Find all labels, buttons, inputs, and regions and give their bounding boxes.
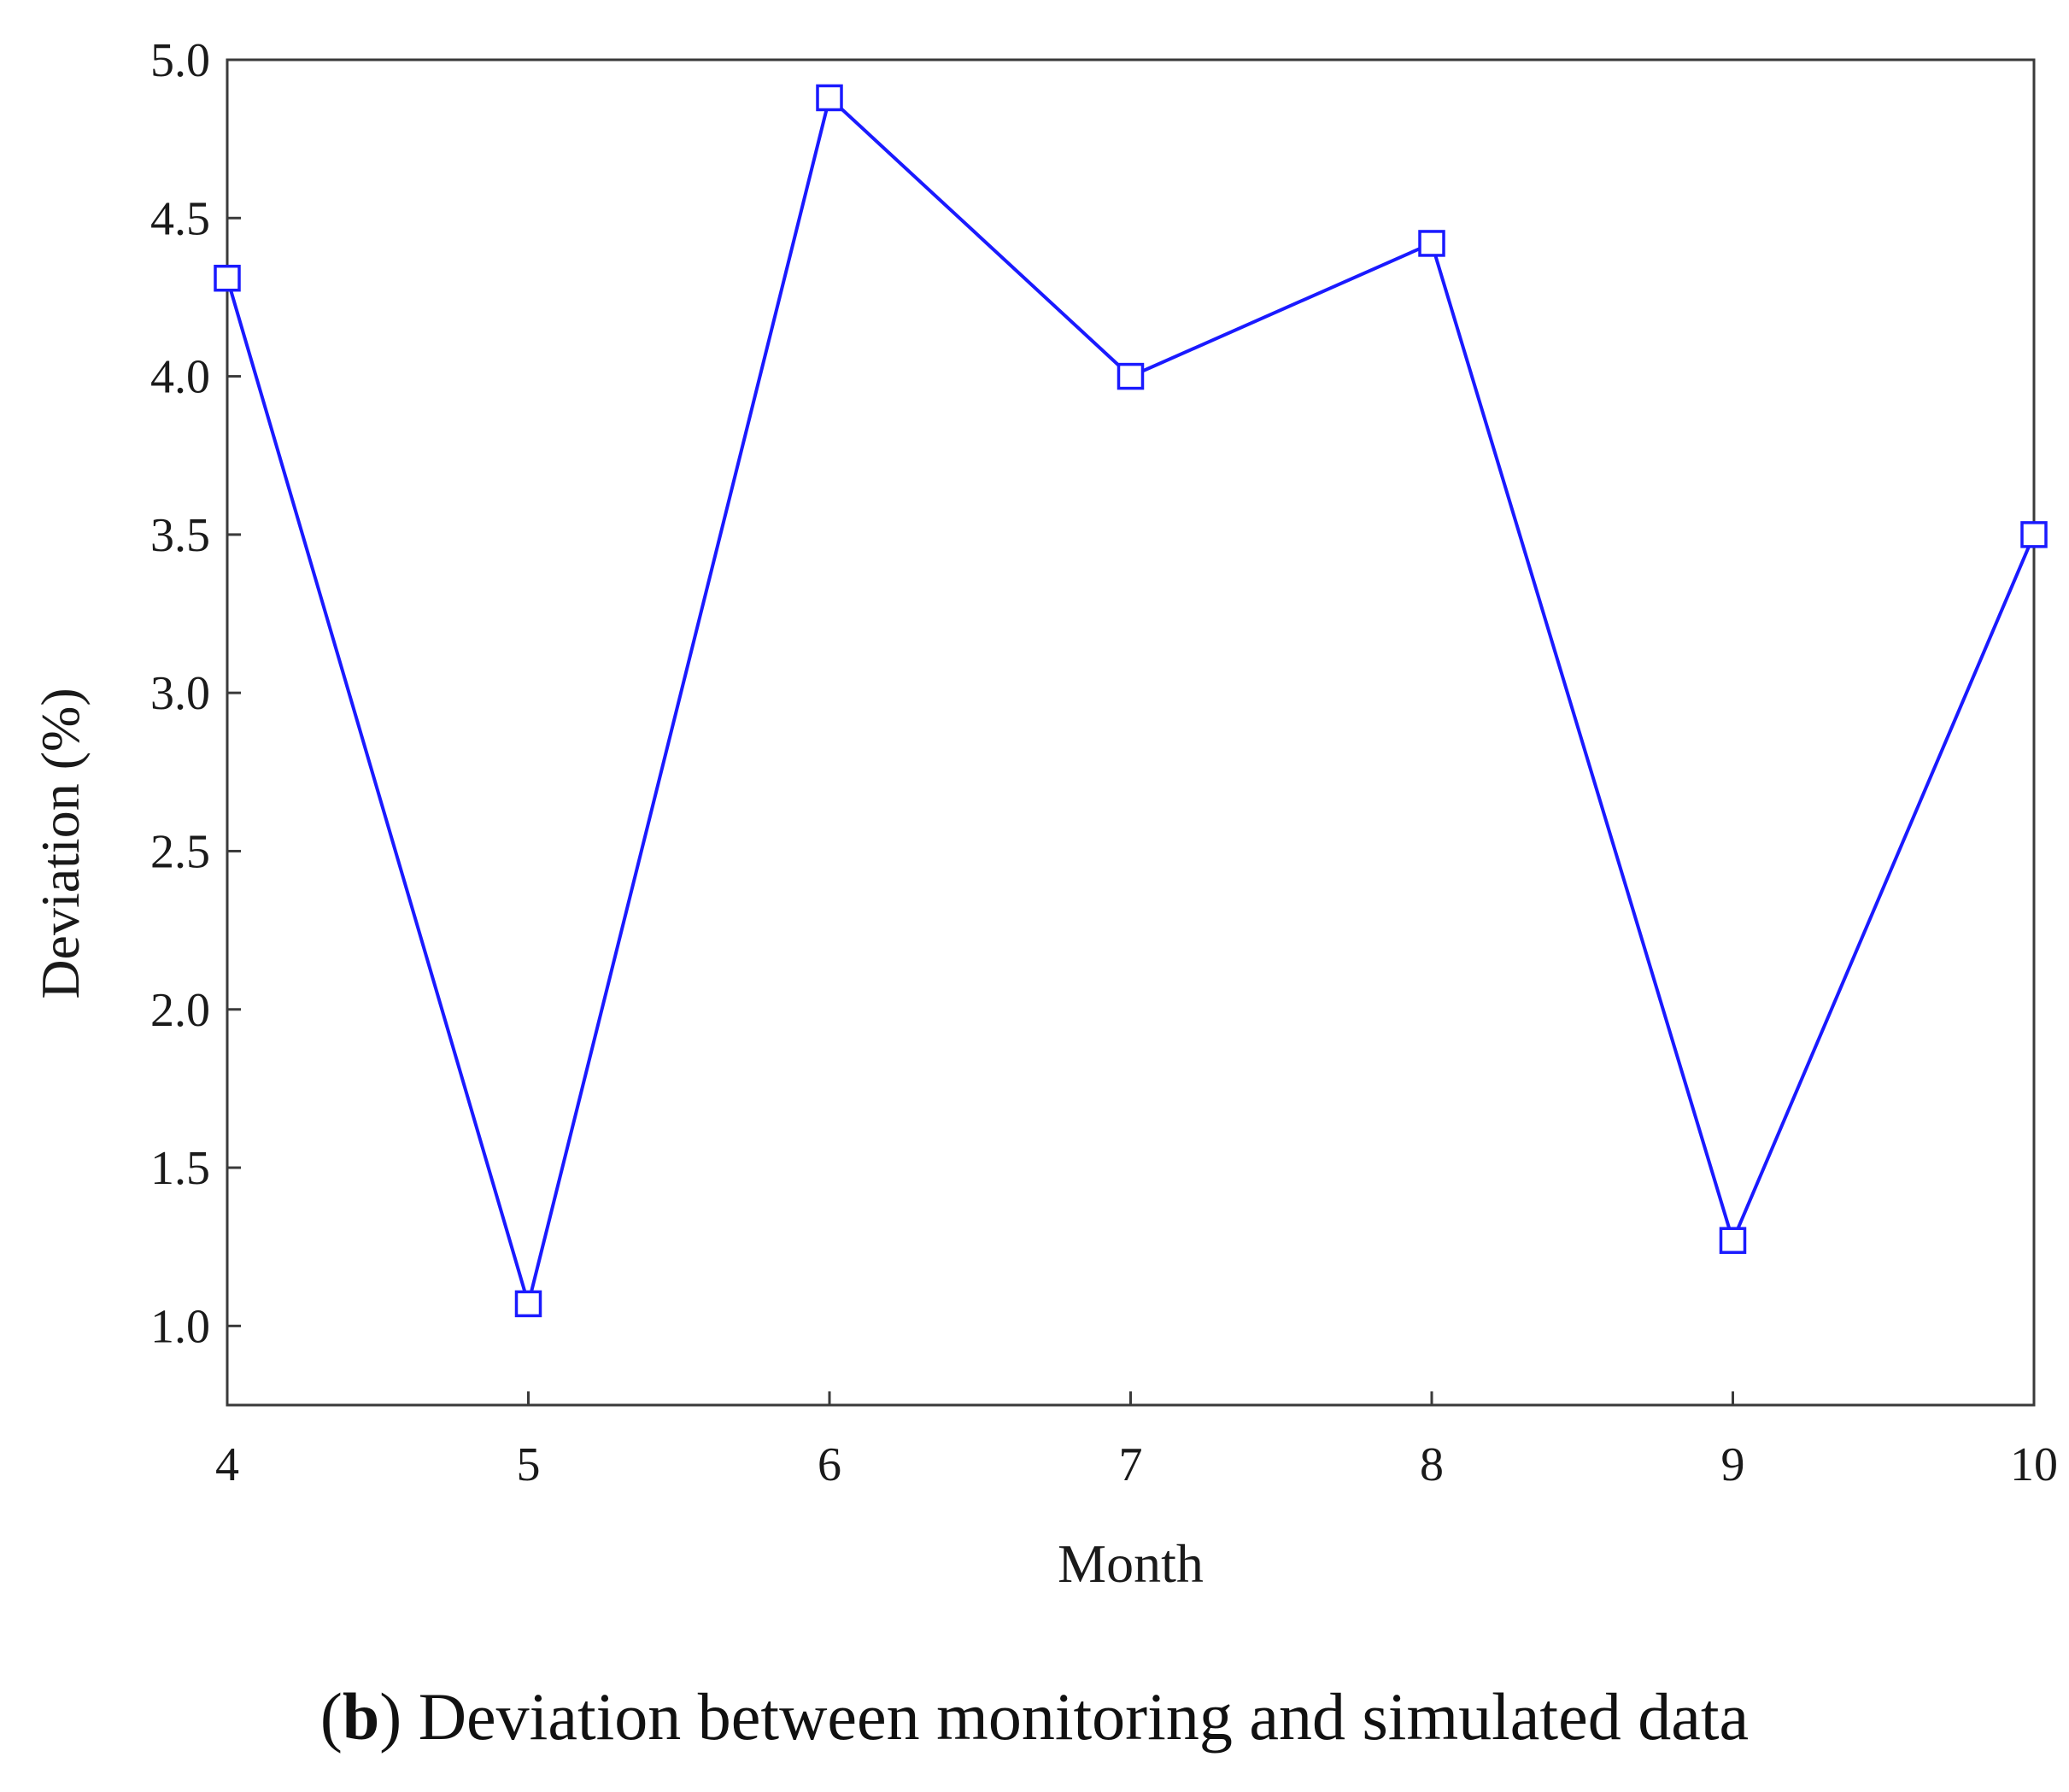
y-axis: 1.0 1.5 2.0 2.5 3.0 3.5 4.0 4.5 5.0 xyxy=(150,34,241,1353)
data-point xyxy=(2020,521,2048,548)
x-tick-label: 9 xyxy=(1721,1438,1745,1491)
y-tick-label: 4.0 xyxy=(150,351,210,404)
y-tick-label: 2.5 xyxy=(150,825,210,878)
y-tick-label: 5.0 xyxy=(150,34,210,87)
y-tick-label: 1.0 xyxy=(150,1300,210,1353)
y-tick-label: 1.5 xyxy=(150,1142,210,1195)
y-tick-label: 3.5 xyxy=(150,509,210,562)
y-tick-label: 4.5 xyxy=(150,192,210,245)
line-chart: 1.0 1.5 2.0 2.5 3.0 3.5 4.0 4.5 5.0 4 5 6 7 8 9 10 Mon… xyxy=(30,34,2058,1594)
caption-text: Deviation between monitoring and simulat… xyxy=(401,1679,1750,1754)
data-point xyxy=(816,84,843,112)
figure-caption: (b) Deviation between monitoring and sim… xyxy=(0,1678,2069,1755)
series-group xyxy=(214,84,2048,1318)
data-point xyxy=(514,1290,542,1318)
x-tick-label: 6 xyxy=(818,1438,841,1491)
data-point xyxy=(1719,1227,1747,1255)
caption-close-paren: ) xyxy=(379,1679,402,1754)
y-tick-label: 3.0 xyxy=(150,667,210,720)
data-point xyxy=(1418,230,1445,257)
x-tick-label: 4 xyxy=(215,1438,239,1491)
x-tick-label: 7 xyxy=(1119,1438,1143,1491)
data-point xyxy=(1117,362,1145,390)
x-tick-label: 8 xyxy=(1420,1438,1444,1491)
data-point xyxy=(214,264,241,292)
caption-panel-letter: b xyxy=(342,1679,380,1754)
series-line xyxy=(226,94,2036,1311)
y-tick-label: 2.0 xyxy=(150,984,210,1037)
caption-open-paren: ( xyxy=(319,1679,343,1754)
y-axis-title: Deviation (%) xyxy=(30,688,91,998)
x-tick-label: 10 xyxy=(2010,1438,2058,1491)
x-axis-title: Month xyxy=(1058,1533,1204,1594)
x-tick-label: 5 xyxy=(517,1438,541,1491)
x-axis: 4 5 6 7 8 9 10 xyxy=(215,1391,2058,1491)
